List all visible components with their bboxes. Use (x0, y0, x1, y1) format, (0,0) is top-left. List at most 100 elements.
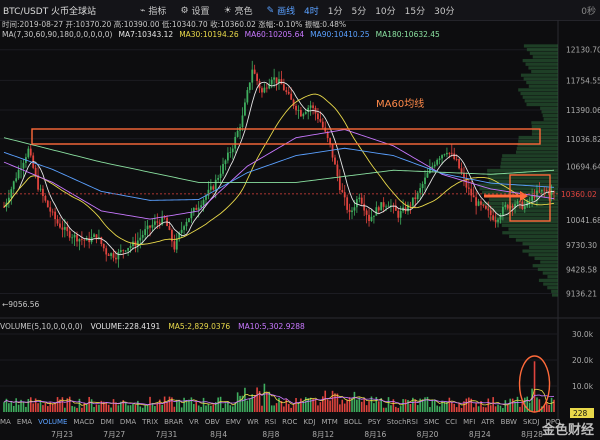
top-toolbar: BTC/USDT 火币全球站 ⌁ 指标 ⚙ 设置 ☀ 亮色 ✎ 画线 4时 1分 5分 … (0, 0, 600, 21)
indicator-tab[interactable]: BOLL (343, 418, 362, 426)
indicator-tab[interactable]: SMC (423, 418, 440, 426)
volume-bar (76, 407, 78, 412)
indicator-tab[interactable]: VOLUME (38, 418, 68, 426)
volume-bar (25, 406, 27, 412)
indicator-tab[interactable]: OBV (204, 418, 220, 426)
candle-body (185, 221, 188, 227)
candle-body (394, 205, 397, 211)
tab-timeframe[interactable]: 30分 (434, 7, 455, 17)
indicator-tab[interactable]: ATR (481, 418, 495, 426)
indicator-tab[interactable]: ROC (282, 418, 298, 426)
volume-bar (120, 401, 122, 412)
volume-profile-bar (540, 260, 558, 264)
current-volume-tag (570, 408, 594, 418)
tab-timeframe[interactable]: 10分 (375, 7, 396, 17)
settings-button[interactable]: ⚙ 设置 (180, 5, 210, 18)
volume-profile-bar (488, 216, 558, 220)
tab-timeframe[interactable]: 1分 (327, 7, 343, 17)
indicator-tab[interactable]: DMA (119, 418, 137, 426)
candle-body (188, 218, 190, 222)
candle-body (545, 190, 548, 191)
candle-body (424, 177, 426, 185)
volume-bar (270, 405, 273, 412)
tab-timeframe[interactable]: 5分 (351, 7, 367, 17)
candle-body (229, 152, 232, 153)
volume-profile-bar (518, 88, 558, 92)
indicator-tab[interactable]: PSY (367, 418, 381, 426)
indicator-tab[interactable]: BBW (500, 418, 517, 426)
candle-body (373, 215, 375, 217)
volume-bar (17, 404, 20, 412)
volume-bar (426, 396, 429, 412)
volume-bar (261, 405, 263, 412)
candle-body (287, 91, 290, 94)
price-tick-label: 11390.06 (566, 106, 600, 115)
indicator-tab[interactable]: MA (0, 418, 11, 426)
indicator-tab[interactable]: VR (189, 418, 199, 426)
volume-bar (295, 397, 297, 412)
indicator-tab[interactable]: MTM (321, 418, 338, 426)
volume-bar (154, 406, 156, 412)
theme-button[interactable]: ☀ 亮色 (223, 5, 253, 18)
indicator-tab[interactable]: MACD (73, 418, 95, 426)
candle-body (411, 197, 414, 206)
indicator-tab[interactable]: EMV (225, 418, 241, 426)
volume-profile-bar (547, 275, 558, 279)
indicator-tab[interactable]: MFI (463, 418, 476, 426)
indicator-tab[interactable]: BRAR (164, 418, 184, 426)
volume-bar (351, 397, 353, 412)
indicator-button[interactable]: ⌁ 指标 (140, 5, 167, 18)
volume-bar (275, 403, 278, 412)
volume-bar (280, 400, 283, 412)
volume-bar (368, 401, 370, 412)
tab-timeframe[interactable]: 15分 (404, 7, 426, 17)
volume-profile-bar (543, 117, 558, 121)
volume-profile-bar (542, 271, 558, 275)
volume-bar (273, 405, 275, 412)
tab-timeframe[interactable]: 4时 (304, 7, 319, 17)
volume-bar (219, 396, 222, 412)
volume-profile-bar (502, 154, 558, 158)
volume-bar (248, 398, 251, 412)
candle-body (256, 73, 258, 81)
indicator-tab[interactable]: SKDJ (522, 418, 540, 426)
volume-bar (482, 406, 485, 412)
candle-body (346, 197, 349, 210)
indicator-tab[interactable]: EMA (16, 418, 33, 426)
candle-body (553, 191, 555, 193)
draw-line-button[interactable]: ✎ 画线 (266, 5, 296, 18)
candle-body (205, 195, 207, 200)
volume-bar (492, 397, 494, 412)
candle-body (88, 238, 91, 243)
indicator-tab[interactable]: TRIX (142, 418, 159, 426)
indicator-tab[interactable]: RSI (264, 418, 277, 426)
volume-bar (485, 407, 487, 412)
candle-body (153, 221, 156, 225)
indicator-tab[interactable]: WR (246, 418, 259, 426)
candle-body (397, 210, 400, 218)
volume-bar (494, 406, 497, 412)
candle-body (173, 241, 176, 250)
candle-body (477, 201, 480, 206)
indicator-tab[interactable]: KDJ (303, 418, 316, 426)
countdown: 0秒 (581, 7, 596, 17)
indicator-tab[interactable]: CCI (445, 418, 458, 426)
volume-bar (73, 406, 76, 412)
volume-bar (309, 397, 312, 412)
volume-profile-bar (518, 139, 558, 143)
volume-profile-bar (518, 135, 558, 140)
candle-body (107, 254, 110, 256)
indicator-tab[interactable]: StochRSI (386, 418, 418, 426)
indicator-tab[interactable]: DPO (545, 418, 560, 426)
volume-profile-bar (495, 220, 558, 224)
indicator-tab[interactable]: DMI (100, 418, 114, 426)
candle-body (37, 175, 39, 190)
volume-bar (66, 398, 69, 412)
volume-bar (331, 390, 334, 412)
trading-pair[interactable]: BTC/USDT 火币全球站 (3, 7, 97, 17)
candle-body (217, 177, 220, 180)
volume-bar (283, 406, 285, 412)
candle-body (141, 234, 144, 238)
candle-body (54, 211, 57, 220)
